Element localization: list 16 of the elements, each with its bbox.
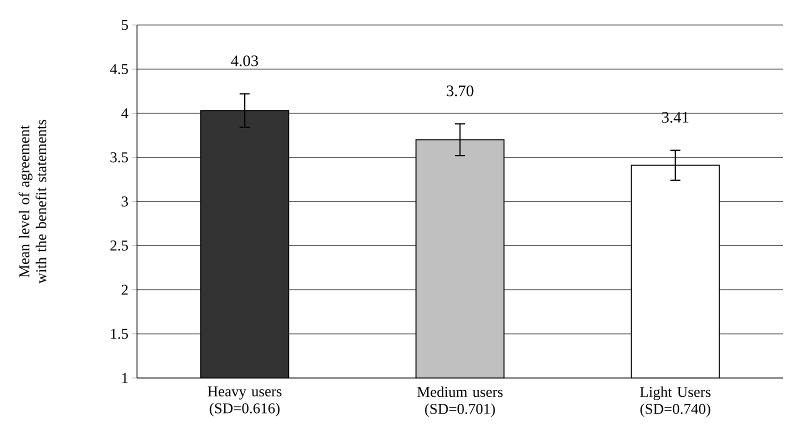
y-tick-label: 3.5 bbox=[110, 152, 128, 162]
y-tick-label: 2 bbox=[122, 284, 128, 295]
y-tick-label: 4 bbox=[121, 108, 128, 118]
data-label: 3.70 bbox=[446, 85, 474, 96]
y-tick-label: 3 bbox=[122, 196, 128, 206]
y-tick-label: 1 bbox=[122, 373, 128, 383]
y-tick-label: 1.5 bbox=[111, 328, 128, 339]
x-tick-label: Heavy users (SD=0.616) bbox=[208, 386, 282, 416]
y-tick-label: 2.5 bbox=[110, 240, 128, 251]
y-axis-title: Mean level of agreement with the benefit statements bbox=[18, 120, 46, 284]
x-tick-label: Light Users (SD=0.740) bbox=[640, 386, 710, 417]
x-tick-label: Medium users (SD=0.701) bbox=[417, 386, 503, 417]
data-label: 3.41 bbox=[662, 112, 688, 123]
data-label: 4.03 bbox=[231, 55, 258, 66]
y-tick-label: 5 bbox=[122, 20, 128, 30]
y-tick-label: 4.5 bbox=[110, 64, 128, 74]
